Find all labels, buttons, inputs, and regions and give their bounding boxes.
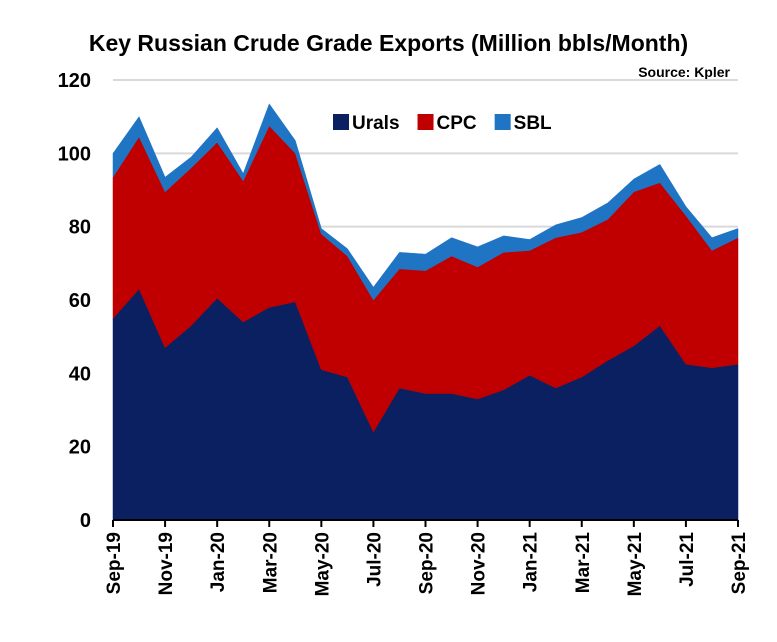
area-sbl bbox=[112, 103, 739, 301]
x-tick-label-Jul-20: Jul-20 bbox=[364, 532, 385, 587]
legend-label-cpc: CPC bbox=[437, 113, 477, 134]
x-tick-label-Mar-21: Mar-21 bbox=[573, 532, 594, 594]
legend-swatch-sbl bbox=[494, 114, 511, 130]
y-tick-label-60: 60 bbox=[69, 290, 91, 312]
x-tick-label-Sep-21: Sep-21 bbox=[729, 532, 750, 595]
legend-label-sbl: SBL bbox=[514, 113, 552, 134]
chart-title: Key Russian Crude Grade Exports (Million… bbox=[88, 30, 689, 56]
y-tick-label-80: 80 bbox=[69, 217, 91, 239]
x-tick-label-May-21: May-21 bbox=[625, 532, 646, 597]
x-tick-label-Nov-20: Nov-20 bbox=[469, 532, 490, 595]
y-tick-label-0: 0 bbox=[80, 510, 91, 532]
x-tick-label-Sep-19: Sep-19 bbox=[104, 532, 125, 594]
chart-source: Source: Kpler bbox=[638, 64, 730, 80]
y-tick-label-20: 20 bbox=[69, 437, 91, 459]
legend-swatch-urals bbox=[333, 114, 349, 130]
x-tick-label-Mar-20: Mar-20 bbox=[260, 532, 281, 593]
y-tick-label-120: 120 bbox=[58, 70, 91, 92]
legend-label-urals: Urals bbox=[352, 113, 400, 134]
y-tick-label-40: 40 bbox=[69, 363, 91, 385]
x-tick-label-Jul-21: Jul-21 bbox=[677, 532, 698, 587]
x-tick-label-Sep-20: Sep-20 bbox=[417, 532, 438, 594]
x-tick-label-Jan-20: Jan-20 bbox=[208, 532, 229, 592]
x-tick-label-Nov-19: Nov-19 bbox=[156, 532, 177, 595]
x-tick-label-May-20: May-20 bbox=[312, 532, 333, 596]
legend-swatch-cpc bbox=[417, 114, 434, 130]
y-tick-label-100: 100 bbox=[58, 143, 91, 165]
x-tick-label-Jan-21: Jan-21 bbox=[521, 532, 542, 593]
